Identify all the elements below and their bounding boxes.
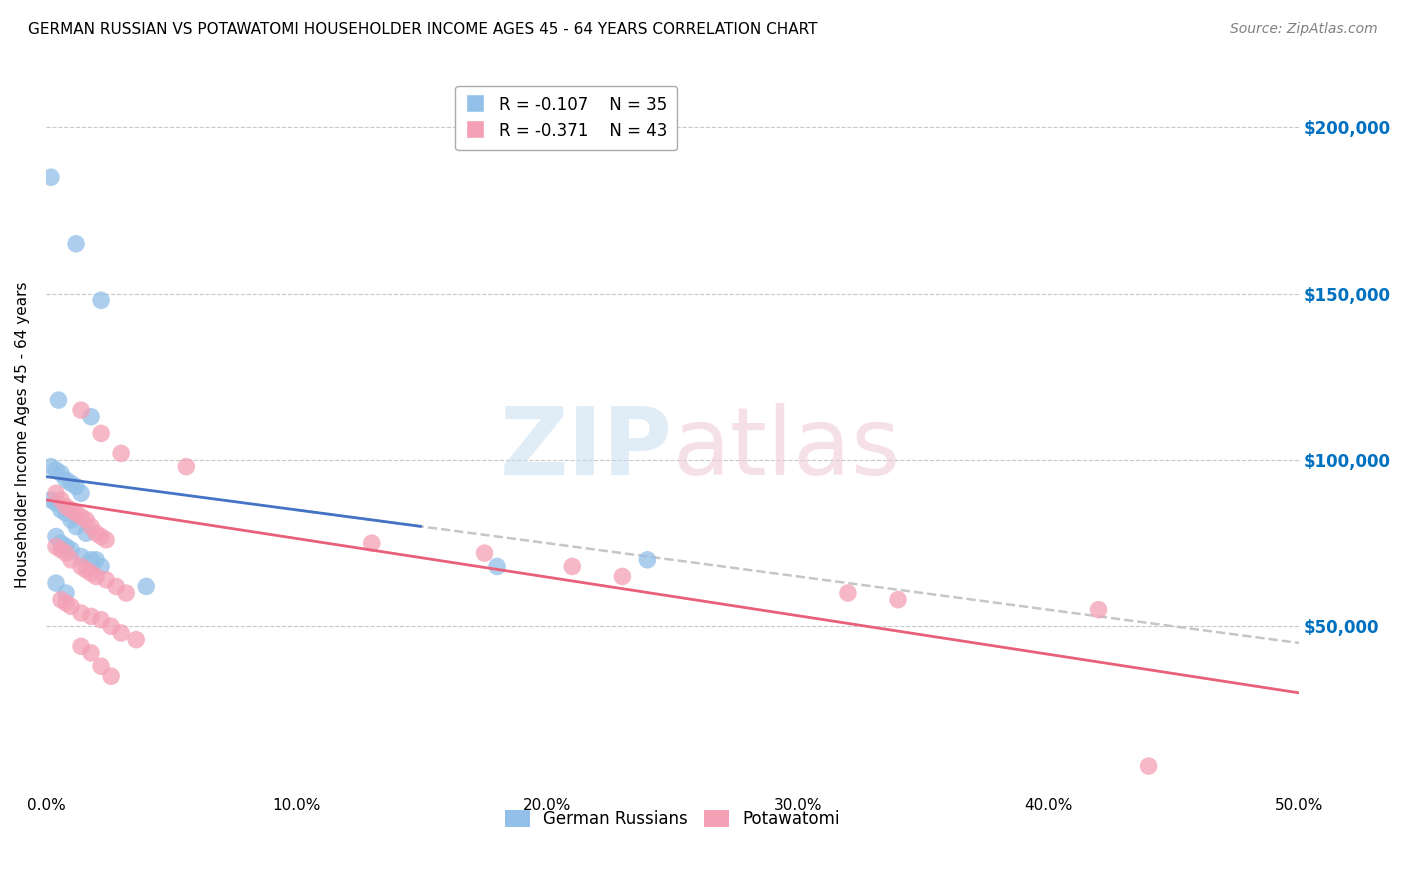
Point [70, 486, 93, 500]
Point [84, 553, 107, 567]
Point [65, 236, 87, 251]
Text: atlas: atlas [672, 403, 901, 495]
Point [48, 393, 70, 408]
Point [90, 659, 112, 673]
Point [45, 463, 67, 477]
Point [105, 579, 128, 593]
Point [100, 619, 122, 633]
Point [100, 669, 122, 683]
Point [94, 533, 117, 547]
Point [55, 540, 77, 554]
Text: ZIP: ZIP [499, 403, 672, 495]
Point [110, 626, 132, 640]
Point [1137, 759, 1160, 773]
Point [80, 553, 103, 567]
Point [90, 613, 112, 627]
Point [55, 506, 77, 520]
Point [60, 542, 83, 557]
Point [55, 596, 77, 610]
Point [55, 500, 77, 514]
Point [75, 563, 97, 577]
Point [39, 459, 62, 474]
Point [887, 592, 910, 607]
Text: GERMAN RUSSIAN VS POTAWATOMI HOUSEHOLDER INCOME AGES 45 - 64 YEARS CORRELATION C: GERMAN RUSSIAN VS POTAWATOMI HOUSEHOLDER… [28, 22, 818, 37]
Point [837, 586, 859, 600]
Point [45, 486, 67, 500]
Point [90, 529, 112, 543]
Point [70, 403, 93, 417]
Point [49, 592, 72, 607]
Point [49, 542, 72, 557]
Point [45, 540, 67, 554]
Y-axis label: Householder Income Ages 45 - 64 years: Householder Income Ages 45 - 64 years [15, 282, 30, 589]
Point [70, 509, 93, 524]
Point [70, 559, 93, 574]
Point [80, 519, 103, 533]
Text: Source: ZipAtlas.com: Source: ZipAtlas.com [1230, 22, 1378, 37]
Point [39, 170, 62, 185]
Point [65, 519, 87, 533]
Point [49, 467, 72, 481]
Point [45, 529, 67, 543]
Point [60, 503, 83, 517]
Point [70, 640, 93, 654]
Point [80, 609, 103, 624]
Point [49, 503, 72, 517]
Point [80, 409, 103, 424]
Point [176, 459, 198, 474]
Point [60, 476, 83, 491]
Point [65, 480, 87, 494]
Point [84, 569, 107, 583]
Point [60, 553, 83, 567]
Point [135, 579, 157, 593]
Point [70, 549, 93, 564]
Point [360, 536, 382, 550]
Point [486, 559, 509, 574]
Point [60, 599, 83, 614]
Point [55, 546, 77, 560]
Point [115, 586, 138, 600]
Point [60, 513, 83, 527]
Point [94, 573, 117, 587]
Point [125, 632, 148, 647]
Point [636, 553, 658, 567]
Point [110, 446, 132, 460]
Point [80, 566, 103, 580]
Point [70, 606, 93, 620]
Point [561, 559, 583, 574]
Point [90, 559, 112, 574]
Point [612, 569, 634, 583]
Point [90, 293, 112, 308]
Point [90, 426, 112, 441]
Point [65, 506, 87, 520]
Point [45, 496, 67, 510]
Point [80, 646, 103, 660]
Point [49, 536, 72, 550]
Point [75, 526, 97, 541]
Point [45, 576, 67, 591]
Point [49, 492, 72, 507]
Legend: German Russians, Potawatomi: German Russians, Potawatomi [498, 803, 846, 834]
Point [55, 473, 77, 487]
Point [55, 586, 77, 600]
Point [1087, 603, 1109, 617]
Point [474, 546, 496, 560]
Point [84, 526, 107, 541]
Point [39, 492, 62, 507]
Point [75, 513, 97, 527]
